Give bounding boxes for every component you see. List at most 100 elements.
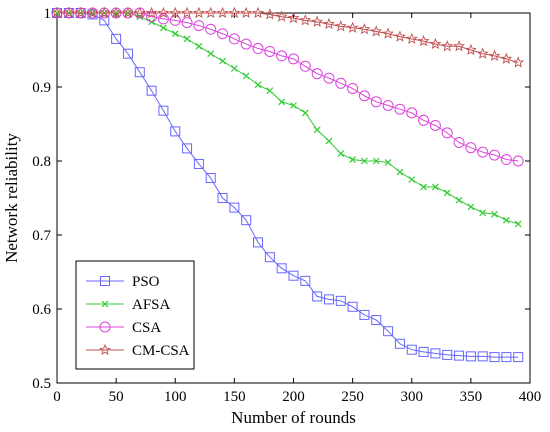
data-point-afsa (431, 183, 439, 191)
legend: PSO AFSA CSA CM-CSA (75, 260, 195, 370)
data-point-cm-csa (488, 49, 501, 61)
data-point-pso (146, 85, 157, 96)
data-point-csa (370, 96, 382, 108)
x-tick-label: 200 (282, 389, 305, 405)
data-point-pso (241, 215, 252, 226)
data-point-cm-csa (252, 6, 264, 19)
legend-item-cm-csa: CM-CSA (86, 343, 190, 359)
data-point-afsa (230, 65, 238, 72)
data-point-afsa (325, 137, 333, 145)
data-point-cm-csa (512, 56, 525, 68)
data-point-cm-csa (453, 40, 465, 52)
data-point-afsa (171, 30, 179, 38)
data-point-pso (205, 173, 216, 184)
data-point-csa (477, 146, 489, 158)
data-point-csa (288, 53, 299, 65)
data-point-csa (193, 20, 205, 32)
y-tick-label: 0.9 (32, 80, 51, 96)
data-point-afsa (349, 156, 357, 163)
legend-box (75, 260, 195, 370)
data-point-cm-csa (145, 6, 158, 19)
data-point-cm-csa (86, 6, 99, 19)
data-point-pso (300, 275, 311, 286)
data-point-afsa (479, 209, 487, 217)
data-point-afsa (242, 72, 250, 80)
data-point-cm-csa (287, 11, 300, 24)
data-point-pso (501, 352, 512, 363)
data-point-csa (347, 82, 359, 94)
legend-item-csa: CSA (86, 320, 161, 336)
data-point-afsa (361, 157, 368, 165)
data-point-cm-csa (263, 8, 276, 20)
data-point-csa (217, 28, 229, 40)
data-point-csa (465, 142, 477, 154)
data-point-csa (489, 149, 501, 161)
data-point-cm-csa (98, 6, 111, 19)
data-point-cm-csa (370, 25, 383, 37)
x-tick-label: 350 (460, 389, 483, 405)
legend-label-cm-csa: CM-CSA (132, 343, 190, 359)
data-point-pso (465, 351, 476, 362)
y-tick-label: 0.8 (32, 154, 51, 170)
data-point-pso (122, 48, 133, 59)
x-axis-label: Number of rounds (231, 408, 356, 427)
y-tick-label: 0.6 (32, 302, 51, 318)
data-point-afsa (408, 176, 416, 183)
data-point-csa (264, 45, 276, 57)
data-point-afsa (467, 203, 475, 211)
data-point-afsa (278, 98, 286, 106)
data-point-csa (394, 103, 406, 115)
data-point-afsa (160, 24, 167, 32)
data-point-afsa (491, 210, 498, 218)
legend-marker-afsa (101, 300, 109, 308)
legend-marker-csa (99, 321, 111, 333)
x-tick-label: 50 (109, 389, 124, 405)
data-point-cm-csa (299, 14, 312, 26)
y-tick-label: 0.5 (32, 376, 51, 392)
data-point-csa (157, 13, 169, 25)
data-point-pso (264, 252, 275, 263)
data-point-cm-csa (429, 37, 442, 50)
data-point-csa (500, 154, 512, 166)
data-point-cm-csa (346, 21, 359, 33)
data-point-pso (229, 202, 240, 213)
series-line-pso (57, 12, 519, 358)
y-tick-label: 1 (44, 6, 52, 22)
data-point-csa (406, 107, 418, 119)
data-point-afsa (195, 42, 203, 50)
data-point-csa (429, 119, 441, 131)
y-axis-label: Network reliability (2, 133, 21, 263)
data-point-cm-csa (216, 6, 229, 19)
data-point-cm-csa (228, 6, 241, 19)
data-point-csa (181, 17, 193, 29)
data-point-cm-csa (441, 40, 454, 52)
data-point-pso (418, 346, 429, 357)
series-line-cm-csa (57, 12, 519, 64)
data-point-csa (311, 68, 323, 80)
data-point-cm-csa (311, 15, 324, 27)
legend-item-pso: PSO (86, 274, 160, 290)
data-point-afsa (396, 168, 404, 176)
data-point-pso (288, 270, 299, 281)
data-point-cm-csa (204, 6, 217, 19)
data-point-csa (335, 77, 347, 89)
data-point-cm-csa (323, 17, 335, 30)
data-point-csa (418, 114, 430, 126)
x-tick-label: 0 (53, 389, 61, 405)
data-point-pso (312, 291, 323, 302)
data-point-afsa (183, 35, 191, 43)
x-tick-label: 400 (519, 389, 542, 405)
data-point-csa (146, 11, 158, 23)
data-point-afsa (455, 196, 463, 204)
data-point-cm-csa (240, 6, 253, 19)
series-cm-csa (51, 6, 525, 68)
data-point-cm-csa (464, 43, 477, 56)
data-point-csa (240, 38, 252, 50)
data-point-pso (193, 158, 204, 169)
data-point-pso (371, 315, 382, 326)
legend-marker-cm-csa (99, 343, 111, 356)
data-point-cm-csa (394, 30, 406, 42)
data-point-pso (323, 294, 334, 305)
data-point-csa (276, 50, 288, 62)
